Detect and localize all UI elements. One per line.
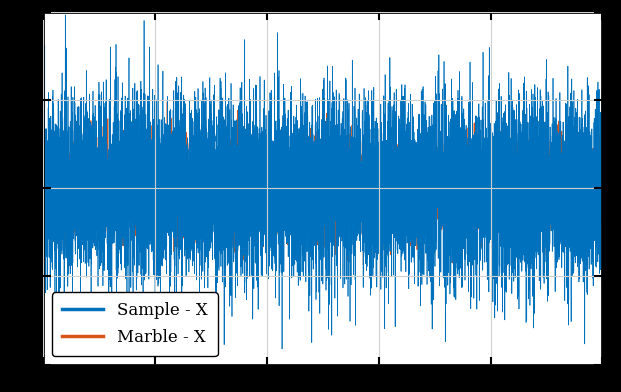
Sample - X xyxy=(129,351,137,356)
Sample - X xyxy=(150,186,157,191)
Sample - X xyxy=(73,206,81,211)
Legend: Sample - X, Marble - X: Sample - X, Marble - X xyxy=(52,292,217,356)
Marble - X xyxy=(149,169,156,174)
Sample - X xyxy=(61,13,69,17)
Line: Sample - X: Sample - X xyxy=(43,15,602,353)
Marble - X xyxy=(360,263,367,267)
Marble - X xyxy=(163,100,171,105)
Sample - X xyxy=(599,157,606,162)
Sample - X xyxy=(569,197,576,202)
Marble - X xyxy=(73,205,81,210)
Sample - X xyxy=(40,195,47,200)
Line: Marble - X: Marble - X xyxy=(43,102,602,265)
Sample - X xyxy=(42,173,50,178)
Marble - X xyxy=(63,160,70,165)
Sample - X xyxy=(63,225,70,230)
Marble - X xyxy=(569,138,576,143)
Marble - X xyxy=(313,206,320,211)
Sample - X xyxy=(313,204,320,209)
Marble - X xyxy=(42,191,50,195)
Marble - X xyxy=(599,121,606,125)
Marble - X xyxy=(40,143,47,148)
